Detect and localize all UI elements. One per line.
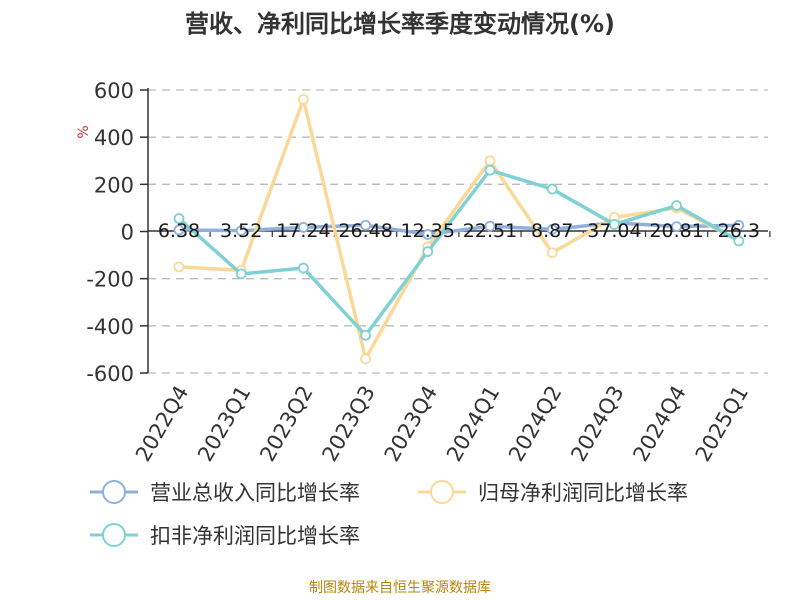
x-tick-label: 2024Q1 — [442, 382, 504, 466]
y-tick-label: 200 — [94, 173, 134, 197]
legend-label[interactable]: 归母净利润同比增长率 — [478, 481, 688, 505]
data-point[interactable] — [297, 94, 309, 105]
data-point[interactable] — [546, 224, 558, 235]
data-point[interactable] — [671, 200, 682, 211]
x-tick-label: 2024Q3 — [566, 382, 628, 466]
data-label: 26.3 — [718, 220, 760, 242]
grid — [148, 89, 768, 374]
data-label: 22.51 — [463, 220, 517, 242]
data-point[interactable] — [297, 262, 309, 274]
data-point[interactable] — [733, 219, 745, 231]
data-point[interactable] — [360, 353, 372, 365]
chart-title: 营收、净利同比增长率季度变动情况(%) — [185, 10, 615, 38]
y-tick-label: -400 — [86, 315, 134, 339]
x-tick-label: 2023Q3 — [317, 382, 379, 466]
y-tick-label: -600 — [86, 362, 134, 386]
data-point[interactable] — [360, 219, 372, 231]
y-axis-label: % — [76, 125, 92, 138]
legend-marker — [102, 480, 126, 504]
data-point[interactable] — [609, 219, 620, 230]
x-tick-label: 2025Q1 — [691, 382, 753, 466]
data-point[interactable] — [546, 183, 558, 195]
data-point[interactable] — [671, 221, 682, 232]
data-point[interactable] — [173, 213, 185, 224]
data-label: 6.38 — [158, 220, 200, 242]
data-point[interactable] — [422, 246, 434, 257]
data-label: 20.81 — [649, 220, 703, 242]
data-point[interactable] — [173, 261, 185, 273]
data-point[interactable] — [297, 222, 309, 233]
x-tick-label: 2023Q1 — [193, 382, 255, 466]
data-point[interactable] — [173, 224, 185, 236]
data-point[interactable] — [484, 155, 496, 167]
data-labels: 6.38 3.52 17.24 26.48 12.35 22.51 8.87 37.04 20.… — [158, 220, 760, 242]
data-point[interactable] — [235, 268, 247, 280]
series-line — [178, 221, 739, 237]
data-label: 8.87 — [531, 220, 573, 242]
x-tick-label: 2024Q2 — [504, 382, 566, 466]
y-tick-label: -200 — [86, 268, 134, 292]
x-tick-label: 2024Q4 — [628, 382, 690, 466]
x-tick-label: 2022Q4 — [131, 382, 193, 466]
x-tick-label: 2023Q4 — [380, 382, 442, 466]
legend-marker — [102, 523, 126, 547]
data-point[interactable] — [360, 329, 372, 341]
series-line — [177, 168, 740, 338]
source-note: 制图数据来自恒生聚源数据库 — [309, 580, 491, 596]
y-tick-label: 0 — [121, 221, 134, 245]
y-tick-label: 400 — [94, 126, 134, 150]
x-tick-label: 2023Q2 — [255, 382, 317, 466]
data-point[interactable] — [484, 220, 496, 232]
data-label: 17.24 — [276, 220, 330, 242]
legend-marker — [430, 480, 454, 504]
data-point[interactable] — [733, 235, 745, 247]
data-point[interactable] — [422, 229, 434, 240]
data-label: 12.35 — [401, 220, 455, 242]
series-lines — [173, 94, 745, 365]
data-label: 3.52 — [220, 220, 262, 242]
data-point[interactable] — [235, 225, 247, 237]
data-label: 26.48 — [338, 220, 392, 242]
y-tick-label: 600 — [94, 79, 134, 103]
data-point[interactable] — [546, 247, 558, 259]
series-line — [178, 97, 740, 361]
data-label: 37.04 — [587, 220, 641, 242]
legend-label[interactable]: 扣非净利润同比增长率 — [150, 524, 360, 548]
data-point[interactable] — [484, 164, 496, 176]
legend-label[interactable]: 营业总收入同比增长率 — [150, 481, 360, 505]
